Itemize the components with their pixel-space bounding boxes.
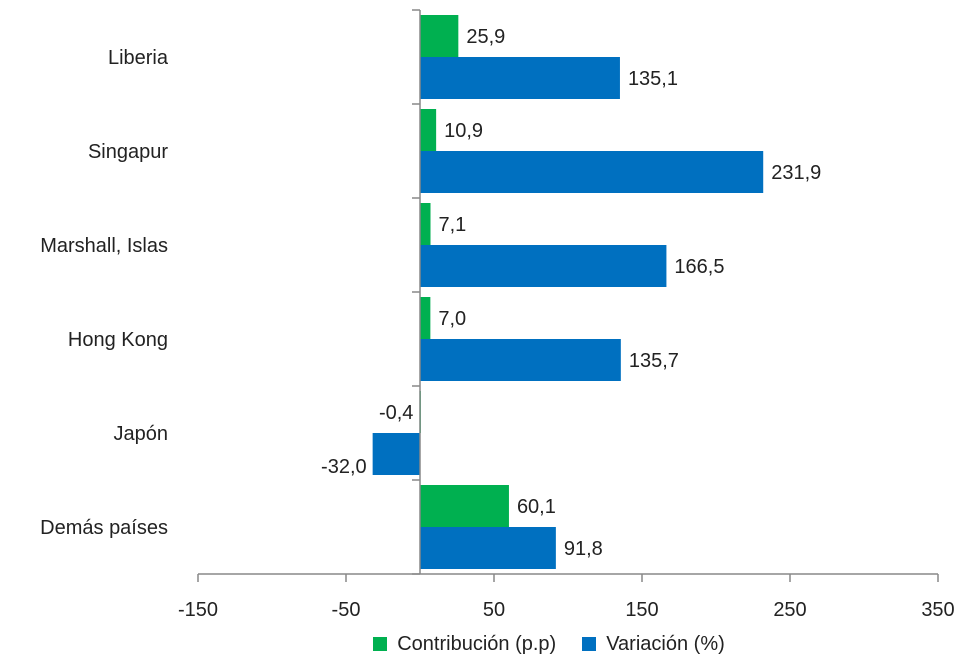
bar-contribucion-p-p-singapur: [420, 109, 437, 151]
data-label-contribucion-p-p-liberia: 25,9: [466, 26, 505, 48]
category-label-liberia: Liberia: [108, 47, 169, 69]
x-tick-label: -50: [332, 599, 361, 621]
data-label-variacion-hong-kong: 135,7: [629, 350, 679, 372]
legend-item-contribucion: Contribución (p.p): [373, 633, 556, 656]
legend: Contribución (p.p) Variación (%): [0, 626, 968, 662]
bar-variacion-singapur: [420, 151, 764, 193]
x-tick-label: 50: [483, 599, 505, 621]
x-tick-label: -150: [178, 599, 218, 621]
bar-contribucion-p-p-marshall-islas: [420, 203, 431, 245]
data-label-contribucion-p-p-marshall-islas: 7,1: [439, 214, 467, 236]
legend-label-variacion: Variación (%): [606, 632, 725, 655]
legend-swatch-contribucion: [373, 637, 388, 651]
bar-variacion-japon: [372, 433, 420, 475]
legend-item-variacion: Variación (%): [582, 633, 725, 656]
category-label-hong-kong: Hong Kong: [68, 329, 168, 351]
bar-contribucion-p-p-liberia: [420, 15, 459, 57]
data-label-variacion-japon: -32,0: [321, 456, 367, 478]
data-label-variacion-demas-paises: 91,8: [564, 538, 603, 560]
data-label-contribucion-p-p-japon: -0,4: [379, 402, 413, 424]
bar-variacion-marshall-islas: [420, 245, 667, 287]
bar-contribucion-p-p-hong-kong: [420, 297, 431, 339]
category-label-demas-paises: Demás países: [40, 517, 168, 539]
bar-variacion-hong-kong: [420, 339, 621, 381]
x-tick-label: 150: [625, 599, 658, 621]
category-label-japon: Japón: [114, 423, 169, 445]
legend-label-contribucion: Contribución (p.p): [397, 632, 557, 655]
data-label-variacion-liberia: 135,1: [628, 68, 678, 90]
data-label-variacion-singapur: 231,9: [771, 162, 821, 184]
x-tick-label: 350: [921, 599, 954, 621]
data-label-contribucion-p-p-demas-paises: 60,1: [517, 496, 556, 518]
x-tick-label: 250: [773, 599, 806, 621]
data-label-variacion-marshall-islas: 166,5: [674, 256, 724, 278]
data-label-contribucion-p-p-singapur: 10,9: [444, 120, 483, 142]
bar-variacion-liberia: [420, 57, 620, 99]
category-label-marshall-islas: Marshall, Islas: [40, 235, 168, 257]
bar-variacion-demas-paises: [420, 527, 556, 569]
category-label-singapur: Singapur: [88, 141, 168, 163]
legend-swatch-variacion: [582, 637, 597, 651]
bar-contribucion-p-p-demas-paises: [420, 485, 509, 527]
data-label-contribucion-p-p-hong-kong: 7,0: [438, 308, 466, 330]
